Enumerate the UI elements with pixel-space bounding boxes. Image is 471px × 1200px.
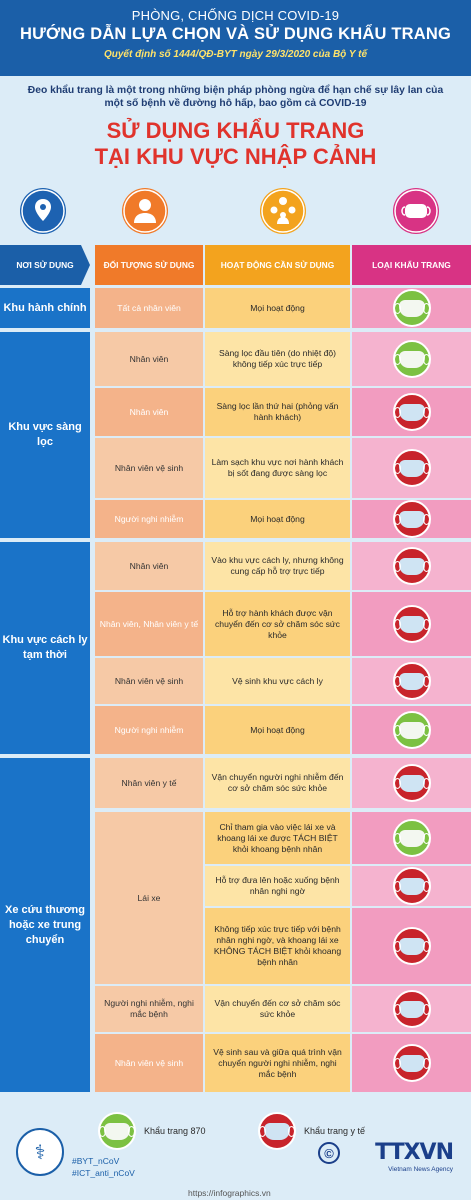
medical-mask-icon <box>392 927 431 965</box>
medical-mask-icon <box>392 990 431 1028</box>
activity-cell: Không tiếp xúc trực tiếp với bệnh nhân n… <box>205 908 350 984</box>
medical-mask-icon <box>392 1044 431 1082</box>
subject-cell: Người nghi nhiễm, nghi mắc bệnh <box>95 986 203 1032</box>
location-cell: Khu vực sàng lọc <box>0 332 90 538</box>
mask-870-icon <box>392 711 431 749</box>
column-header-mask: LOẠI KHẨU TRANG <box>352 245 471 285</box>
mask-cell <box>352 542 471 590</box>
location-cell: Khu hành chính <box>0 288 90 328</box>
mask-cell <box>352 592 471 656</box>
subject-cell: Nhân viên <box>95 332 203 386</box>
source-url[interactable]: https://infographics.vn <box>188 1188 271 1198</box>
mask-cell <box>352 500 471 538</box>
location-cell: Khu vực cách ly tạm thời <box>0 542 90 754</box>
activity-cell: Sàng lọc đầu tiên (do nhiệt độ) không ti… <box>205 332 350 386</box>
face-mask-icon <box>393 188 439 234</box>
location-cell: Xe cứu thương hoặc xe trung chuyển <box>0 758 90 1092</box>
medical-mask-icon <box>392 393 431 431</box>
medical-mask-icon <box>392 547 431 585</box>
header-decision: Quyết định số 1444/QĐ-BYT ngày 29/3/2020… <box>103 49 368 60</box>
activity-cell: Vận chuyển đến cơ sở chăm sóc sức khỏe <box>205 986 350 1032</box>
mask-cell <box>352 986 471 1032</box>
header-title: HƯỚNG DẪN LỰA CHỌN VÀ SỬ DỤNG KHẨU TRANG <box>19 25 452 43</box>
column-header-subject: ĐỐI TƯỢNG SỬ DỤNG <box>95 245 203 285</box>
activity-cell: Vận chuyển người nghi nhiễm đến cơ sở ch… <box>205 758 350 808</box>
activity-cell: Mọi hoạt động <box>205 500 350 538</box>
legend-item-red: Khẩu trang y tế <box>258 1112 365 1150</box>
activity-cell: Hỗ trợ hành khách được vận chuyển đến cơ… <box>205 592 350 656</box>
mask-cell <box>352 288 471 328</box>
mask-cell <box>352 438 471 498</box>
subject-cell: Nhân viên <box>95 542 203 590</box>
subject-cell: Người nghi nhiễm <box>95 500 203 538</box>
medical-mask-icon <box>392 867 431 905</box>
mask-cell <box>352 706 471 754</box>
copyright-icon: © <box>318 1142 340 1164</box>
brand-logo: TTXVN <box>375 1140 454 1165</box>
mask-cell <box>352 1034 471 1092</box>
subject-cell: Nhân viên <box>95 388 203 436</box>
person-icon <box>122 188 168 234</box>
activity-cell: Vệ sinh sau và giữa quá trình vận chuyển… <box>205 1034 350 1092</box>
mask-870-icon <box>392 289 431 327</box>
medical-mask-icon <box>392 449 431 487</box>
medical-mask-icon <box>392 605 431 643</box>
subject-cell: Nhân viên vệ sinh <box>95 658 203 704</box>
mask-cell <box>352 388 471 436</box>
subject-cell: Lái xe <box>95 812 203 984</box>
page-title-line2: TẠI KHU VỰC NHẬP CẢNH <box>94 144 377 169</box>
header: PHÒNG, CHỐNG DỊCH COVID-19 HƯỚNG DẪN LỰA… <box>0 0 471 76</box>
page-title-line1: SỬ DỤNG KHẨU TRANG <box>106 118 365 143</box>
mask-cell <box>352 758 471 808</box>
legend: Khẩu trang 870 Khẩu trang y tế <box>0 1108 471 1163</box>
hashtag-byt: #BYT_nCoV <box>72 1156 120 1166</box>
intro-text: Đeo khẩu trang là một trong những biện p… <box>27 85 444 109</box>
subject-cell: Người nghi nhiễm <box>95 706 203 754</box>
ministry-logo: ⚕ <box>16 1128 64 1176</box>
mask-cell <box>352 908 471 984</box>
page-title: SỬ DỤNG KHẨU TRANG TẠI KHU VỰC NHẬP CẢNH <box>0 118 471 170</box>
subject-cell: Nhân viên y tế <box>95 758 203 808</box>
mask-cell <box>352 812 471 864</box>
mask-cell <box>352 332 471 386</box>
group-activity-icon <box>260 188 306 234</box>
activity-cell: Vào khu vực cách ly, nhưng không cung cấ… <box>205 542 350 590</box>
legend-item-green: Khẩu trang 870 <box>98 1112 206 1150</box>
mask-870-icon <box>392 819 431 857</box>
location-pin-icon <box>20 188 66 234</box>
activity-cell: Làm sạch khu vực nơi hành khách bị sốt đ… <box>205 438 350 498</box>
mask-870-icon <box>392 340 431 378</box>
legend-label-red: Khẩu trang y tế <box>304 1126 366 1136</box>
activity-cell: Mọi hoạt động <box>205 706 350 754</box>
subject-cell: Nhân viên vệ sinh <box>95 438 203 498</box>
column-header-activity: HOẠT ĐỘNG CẦN SỬ DỤNG <box>205 245 350 285</box>
mask-cell <box>352 866 471 906</box>
activity-cell: Sàng lọc lần thứ hai (phỏng vấn hành khá… <box>205 388 350 436</box>
medical-mask-icon <box>392 662 431 700</box>
activity-cell: Mọi hoạt động <box>205 288 350 328</box>
mask-cell <box>352 658 471 704</box>
medical-mask-icon <box>392 764 431 802</box>
activity-cell: Chỉ tham gia vào việc lái xe và khoang l… <box>205 812 350 864</box>
subject-cell: Nhân viên, Nhân viên y tế <box>95 592 203 656</box>
legend-label-green: Khẩu trang 870 <box>144 1126 206 1136</box>
mask-870-icon <box>98 1112 136 1150</box>
medical-mask-icon <box>258 1112 296 1150</box>
hashtag-ict: #ICT_anti_nCoV <box>72 1168 135 1178</box>
header-line1: PHÒNG, CHỐNG DỊCH COVID-19 <box>131 8 340 23</box>
agency-name: Vietnam News Agency <box>388 1166 453 1173</box>
activity-cell: Vệ sinh khu vực cách ly <box>205 658 350 704</box>
column-header-location: NƠI SỬ DỤNG <box>0 245 90 285</box>
subject-cell: Tất cả nhân viên <box>95 288 203 328</box>
medical-mask-icon <box>392 500 431 538</box>
subject-cell: Nhân viên vệ sinh <box>95 1034 203 1092</box>
activity-cell: Hỗ trợ đưa lên hoặc xuống bệnh nhân nghi… <box>205 866 350 906</box>
